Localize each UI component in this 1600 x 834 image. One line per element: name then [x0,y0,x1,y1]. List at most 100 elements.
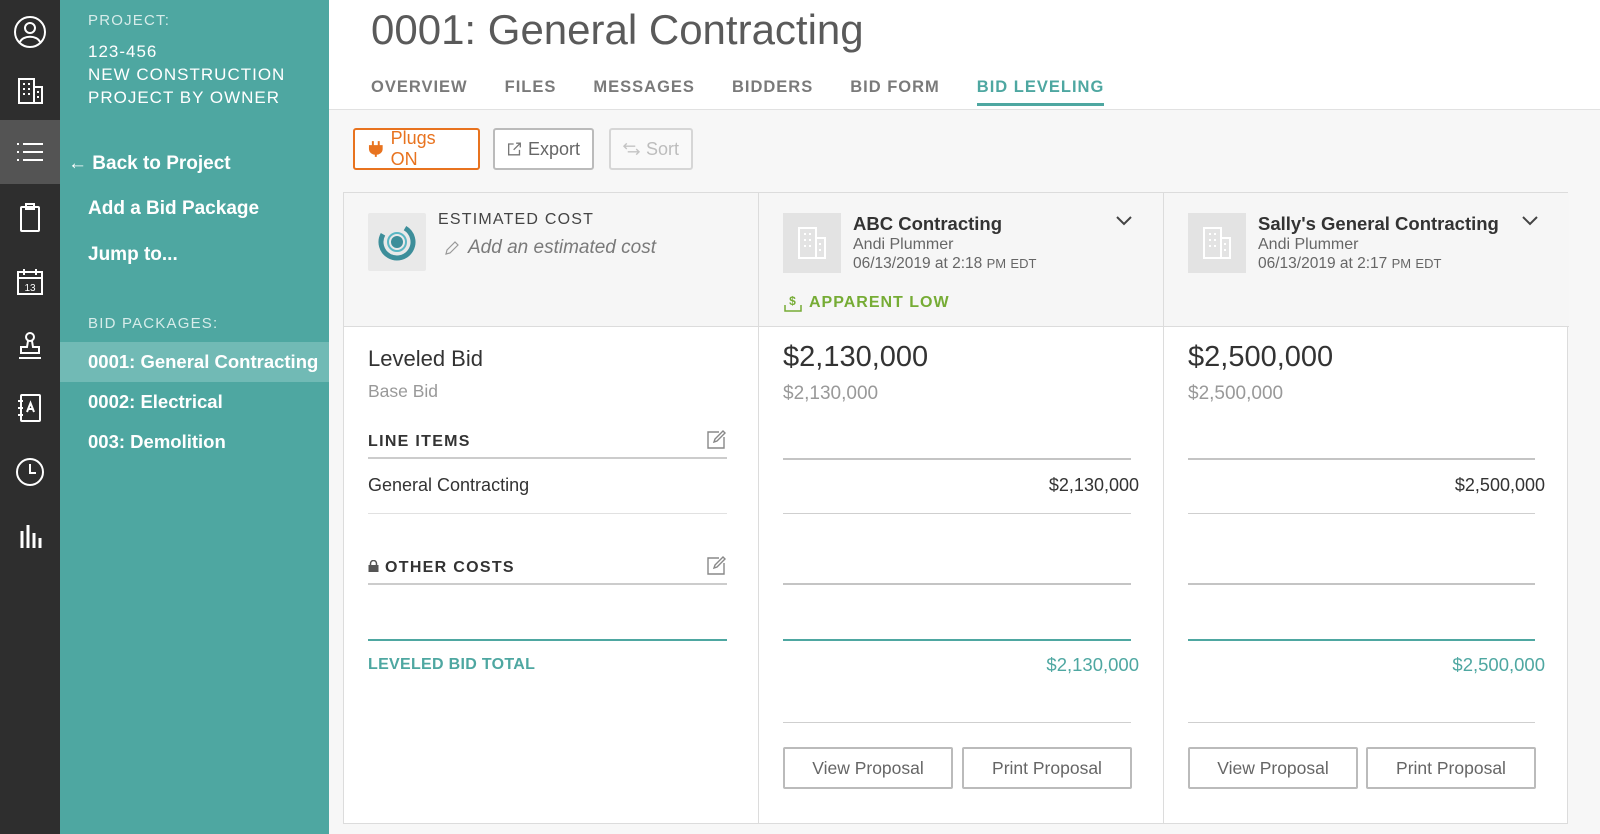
row-divider [783,722,1131,723]
base-bid-amount: $2,130,000 [783,383,879,404]
contacts-icon[interactable] [0,376,60,440]
back-to-project-label: Back to Project [92,153,231,174]
print-proposal-button[interactable]: Print Proposal [1366,747,1536,789]
add-bid-package-link[interactable]: Add a Bid Package [88,198,260,219]
view-proposal-button[interactable]: View Proposal [1188,747,1358,789]
page-title: 0001: General Contracting [371,6,864,53]
bid-timezone: EDT [1010,256,1037,271]
line-items-header: LINE ITEMS [368,430,727,459]
row-divider [1188,583,1535,585]
leveled-bid-total-label: LEVELED BID TOTAL [368,656,536,673]
tab-bidders[interactable]: BIDDERS [731,78,814,96]
leveling-area: Plugs ON Export Sort [329,110,1600,834]
svg-text:$: $ [789,294,797,308]
company-building-icon [1188,213,1246,273]
total-divider [1188,639,1535,641]
clock-icon[interactable] [0,440,60,504]
tab-bar: OVERVIEW FILES MESSAGES BIDDERS BID FORM… [371,78,1141,106]
bid-packages-label: BID PACKAGES: [88,315,219,332]
tab-bid-leveling[interactable]: BID LEVELING [976,78,1105,106]
base-bid-label: Base Bid [368,381,439,401]
bid-package-item[interactable]: 0001: General Contracting [60,342,329,382]
row-divider [1188,722,1535,723]
estimate-logo-icon [368,213,426,271]
print-proposal-button[interactable]: Print Proposal [962,747,1132,789]
list-icon[interactable] [0,120,60,184]
sort-button[interactable]: Sort [609,128,693,170]
tab-bid-form[interactable]: BID FORM [850,78,940,96]
estimate-column: ESTIMATED COST Add an estimated cost Lev… [344,193,759,823]
external-link-icon [507,142,521,156]
line-items-label: LINE ITEMS [368,433,471,450]
edit-line-items-icon[interactable] [705,429,727,451]
bid-package-item[interactable]: 0002: Electrical [88,391,223,412]
sort-label: Sort [645,138,679,159]
building-icon[interactable] [0,58,60,122]
add-estimated-cost-link[interactable]: Add an estimated cost [444,237,656,259]
export-button[interactable]: Export [493,128,594,170]
other-costs-header: OTHER COSTS [368,556,727,585]
row-divider [783,513,1131,514]
clipboard-icon[interactable] [0,186,60,250]
export-label: Export [527,138,580,159]
bidder-header: ABC Contracting Andi Plummer 06/13/2019 … [759,193,1163,327]
chevron-down-icon[interactable] [1115,215,1133,227]
estimated-cost-title: ESTIMATED COST [438,211,595,228]
bid-timezone: EDT [1415,256,1442,271]
base-bid-amount: $2,500,000 [1188,383,1284,404]
view-proposal-button[interactable]: View Proposal [783,747,953,789]
tab-messages[interactable]: MESSAGES [593,78,695,96]
leveled-bid-total-amount: $2,130,000 [1046,654,1139,675]
plug-icon [368,141,383,157]
lock-icon [368,560,379,572]
calendar-icon[interactable]: 13 [0,250,60,314]
jump-to-link[interactable]: Jump to... [88,244,178,265]
line-item-amount: $2,130,000 [1048,475,1139,495]
row-divider [783,458,1131,460]
add-estimated-cost-label: Add an estimated cost [468,237,656,258]
line-item-amount: $2,500,000 [1454,475,1545,495]
pencil-icon [445,241,459,255]
bid-timestamp: 06/13/2019 at 2:17 PM EDT [1258,255,1441,273]
total-divider [368,639,727,641]
leveled-bid-amount: $2,130,000 [783,341,929,373]
bidder-column: Sally's General Contracting Andi Plummer… [1164,193,1569,823]
project-name-line-2: PROJECT BY OWNER [88,88,281,107]
bid-ampm: PM [986,256,1007,271]
dollar-tray-icon: $ [784,294,802,312]
chart-icon[interactable] [0,504,60,568]
total-divider [783,639,1131,641]
stamp-icon[interactable] [0,314,60,378]
tab-files[interactable]: FILES [504,78,557,96]
plugs-label: Plugs ON [390,128,436,169]
bid-ampm: PM [1391,256,1412,271]
row-divider [1188,458,1535,460]
estimate-header: ESTIMATED COST Add an estimated cost [344,193,758,327]
bidder-header: Sally's General Contracting Andi Plummer… [1164,193,1569,327]
chevron-down-icon[interactable] [1521,215,1539,227]
project-number: 123-456 [88,42,158,61]
row-divider [368,513,727,514]
apparent-low-label: APPARENT LOW [809,294,950,311]
bid-package-item[interactable]: 003: Demolition [88,431,226,452]
bid-date: 06/13/2019 at 2:17 [1258,255,1388,272]
tab-overview[interactable]: OVERVIEW [371,78,468,96]
row-divider [783,583,1131,585]
edit-other-costs-icon[interactable] [705,555,727,577]
leveled-bid-total-amount: $2,500,000 [1452,654,1545,675]
bid-timestamp: 06/13/2019 at 2:18 PM EDT [853,255,1036,273]
back-to-project-link[interactable]: ← Back to Project [68,153,231,175]
leveled-bid-amount: $2,500,000 [1188,341,1334,373]
arrow-left-icon: ← [68,153,87,174]
plugs-toggle-button[interactable]: Plugs ON [353,128,480,170]
project-info: 123-456 NEW CONSTRUCTION PROJECT BY OWNE… [88,40,285,109]
sort-arrows-icon [623,142,640,156]
row-divider [1188,513,1535,514]
other-costs-label: OTHER COSTS [385,559,515,576]
leveled-bid-label: Leveled Bid [368,346,483,371]
company-building-icon [783,213,841,273]
project-name-line-1: NEW CONSTRUCTION [88,65,286,84]
user-icon[interactable] [0,0,60,64]
bid-date: 06/13/2019 at 2:18 [853,255,983,272]
project-sidebar: PROJECT: 123-456 NEW CONSTRUCTION PROJEC… [60,0,329,834]
